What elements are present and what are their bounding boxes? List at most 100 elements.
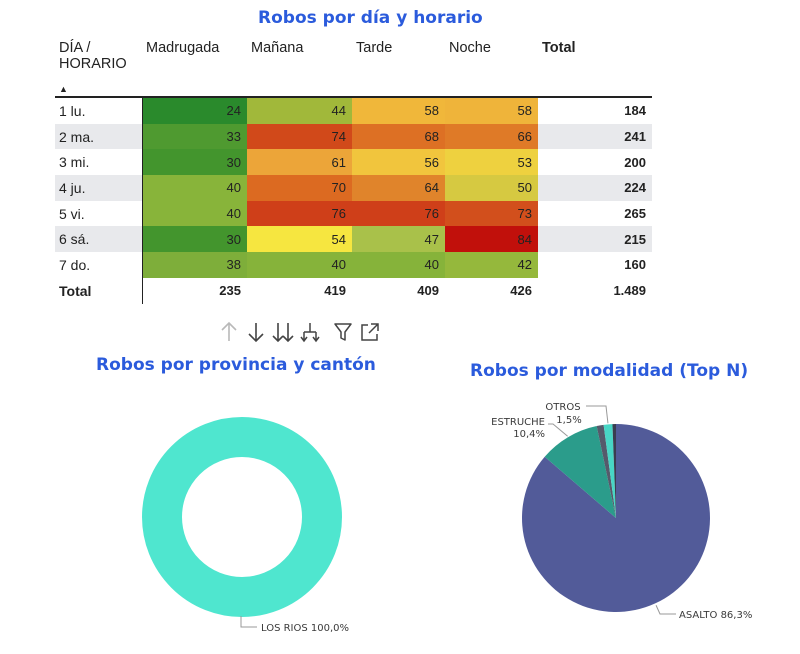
row-label[interactable]: 7 do.: [55, 252, 143, 278]
heat-cell[interactable]: 40: [142, 175, 247, 201]
data-label: ASALTO 86,3%: [679, 610, 752, 621]
data-label: LOS RIOS 100,0%: [261, 623, 349, 634]
corner-header-line1: DÍA /: [59, 40, 91, 56]
filter-button[interactable]: [330, 318, 355, 346]
table-row: 7 do. 38 40 40 42 160: [55, 252, 652, 278]
table-row: 2 ma. 33 74 68 66 241: [55, 123, 652, 150]
leader-line: [240, 616, 257, 628]
heat-cell[interactable]: 58: [445, 97, 538, 124]
visual-toolbar: [216, 318, 384, 346]
heat-cell[interactable]: 64: [352, 175, 445, 201]
arrow-up-icon: [220, 321, 237, 341]
pie-slice: [544, 426, 616, 518]
heat-cell[interactable]: 61: [247, 149, 352, 176]
column-total: 235: [219, 283, 241, 299]
heat-cell[interactable]: 40: [247, 252, 352, 278]
total-column-header[interactable]: Total: [538, 38, 652, 98]
table-row: 1 lu. 24 44 58 58 184: [55, 97, 652, 124]
heat-cell[interactable]: 70: [247, 175, 352, 201]
heat-cell[interactable]: 38: [142, 252, 247, 278]
totals-label: Total: [55, 277, 143, 304]
grand-total: 1.489: [613, 283, 646, 299]
leader-line: [586, 405, 609, 424]
filter-icon: [333, 323, 352, 341]
heat-cell[interactable]: 50: [445, 175, 538, 201]
row-total: 241: [538, 123, 652, 150]
column-total: 426: [510, 283, 532, 299]
double-arrow-down-icon: [271, 323, 294, 343]
heat-cell[interactable]: 33: [142, 123, 247, 150]
heat-cell[interactable]: 76: [247, 200, 352, 227]
expand-all-button[interactable]: [297, 318, 322, 346]
column-header[interactable]: Noche: [445, 38, 538, 98]
row-total: 200: [624, 154, 646, 170]
donut-slice: [142, 417, 342, 617]
pie-slice: [603, 424, 616, 518]
heat-cell[interactable]: 53: [445, 149, 538, 176]
heat-cell[interactable]: 66: [445, 123, 538, 150]
heat-cell[interactable]: 47: [352, 226, 445, 253]
heat-cell[interactable]: 40: [352, 252, 445, 278]
heat-cell[interactable]: 68: [352, 123, 445, 150]
data-label: 1,5%: [556, 415, 581, 426]
sort-ascending-icon[interactable]: ▲: [59, 84, 68, 94]
heat-cell[interactable]: 74: [247, 123, 352, 150]
leader-line: [655, 605, 676, 615]
pie-slice: [612, 424, 616, 518]
heat-cell[interactable]: 30: [142, 226, 247, 253]
data-label: OTROS: [545, 402, 580, 413]
corner-header[interactable]: DÍA / HORARIO ▲: [55, 38, 142, 98]
expand-hierarchy-icon: [299, 323, 320, 343]
focus-mode-button[interactable]: [357, 318, 382, 346]
heat-cell[interactable]: 76: [352, 200, 445, 227]
row-label[interactable]: 3 mi.: [55, 149, 143, 176]
drill-down-button[interactable]: [243, 318, 268, 346]
heat-cell[interactable]: 73: [445, 200, 538, 227]
row-total: 160: [624, 257, 646, 273]
column-header[interactable]: Mañana: [247, 38, 352, 98]
leader-line: [548, 423, 568, 437]
row-label[interactable]: 1 lu.: [55, 97, 143, 124]
table-row: 5 vi. 40 76 76 73 265: [55, 200, 652, 227]
matrix-header-row: DÍA / HORARIO ▲ Madrugada Mañana Tarde N…: [55, 38, 652, 98]
column-total: 409: [417, 283, 439, 299]
column-header[interactable]: Tarde: [352, 38, 445, 98]
drill-up-button[interactable]: [216, 318, 241, 346]
arrow-down-icon: [247, 323, 264, 343]
heat-cell[interactable]: 44: [247, 97, 352, 124]
data-label: 10,4%: [513, 429, 545, 440]
heat-cell[interactable]: 58: [352, 97, 445, 124]
donut-title: Robos por provincia y cantón: [96, 355, 376, 375]
row-label[interactable]: 6 sá.: [55, 226, 143, 253]
matrix-body: 1 lu. 24 44 58 58 184 2 ma. 33 74 68 66 241 3 mi. 30 6…: [55, 97, 652, 304]
row-label[interactable]: 5 vi.: [55, 200, 143, 227]
pie-title: Robos por modalidad (Top N): [470, 361, 749, 381]
corner-header-line2: HORARIO: [59, 56, 127, 72]
column-total: 419: [324, 283, 346, 299]
heat-cell[interactable]: 24: [142, 97, 247, 124]
table-row: 4 ju. 40 70 64 50 224: [55, 175, 652, 201]
heat-cell[interactable]: 56: [352, 149, 445, 176]
next-level-button[interactable]: [270, 318, 295, 346]
focus-mode-icon: [360, 323, 379, 341]
row-label[interactable]: 4 ju.: [55, 175, 143, 201]
row-label[interactable]: 2 ma.: [55, 123, 143, 150]
heat-cell[interactable]: 84: [445, 226, 538, 253]
row-total: 184: [624, 103, 646, 119]
column-header[interactable]: Madrugada: [142, 38, 247, 98]
data-label: ESTRUCHE: [491, 417, 545, 428]
heat-cell[interactable]: 30: [142, 149, 247, 176]
totals-row: Total 235 419 409 426 1.489: [55, 277, 652, 304]
heat-cell[interactable]: 40: [142, 200, 247, 227]
heat-cell[interactable]: 54: [247, 226, 352, 253]
matrix-title: Robos por día y horario: [258, 8, 483, 28]
table-row: 3 mi. 30 61 56 53 200: [55, 149, 652, 176]
pie-slice: [596, 424, 616, 518]
matrix-table: DÍA / HORARIO ▲ Madrugada Mañana Tarde N…: [55, 38, 652, 304]
row-total: 224: [538, 175, 652, 201]
row-total: 265: [624, 206, 646, 222]
table-row: 6 sá. 30 54 47 84 215: [55, 226, 652, 253]
heat-cell[interactable]: 42: [445, 252, 538, 278]
